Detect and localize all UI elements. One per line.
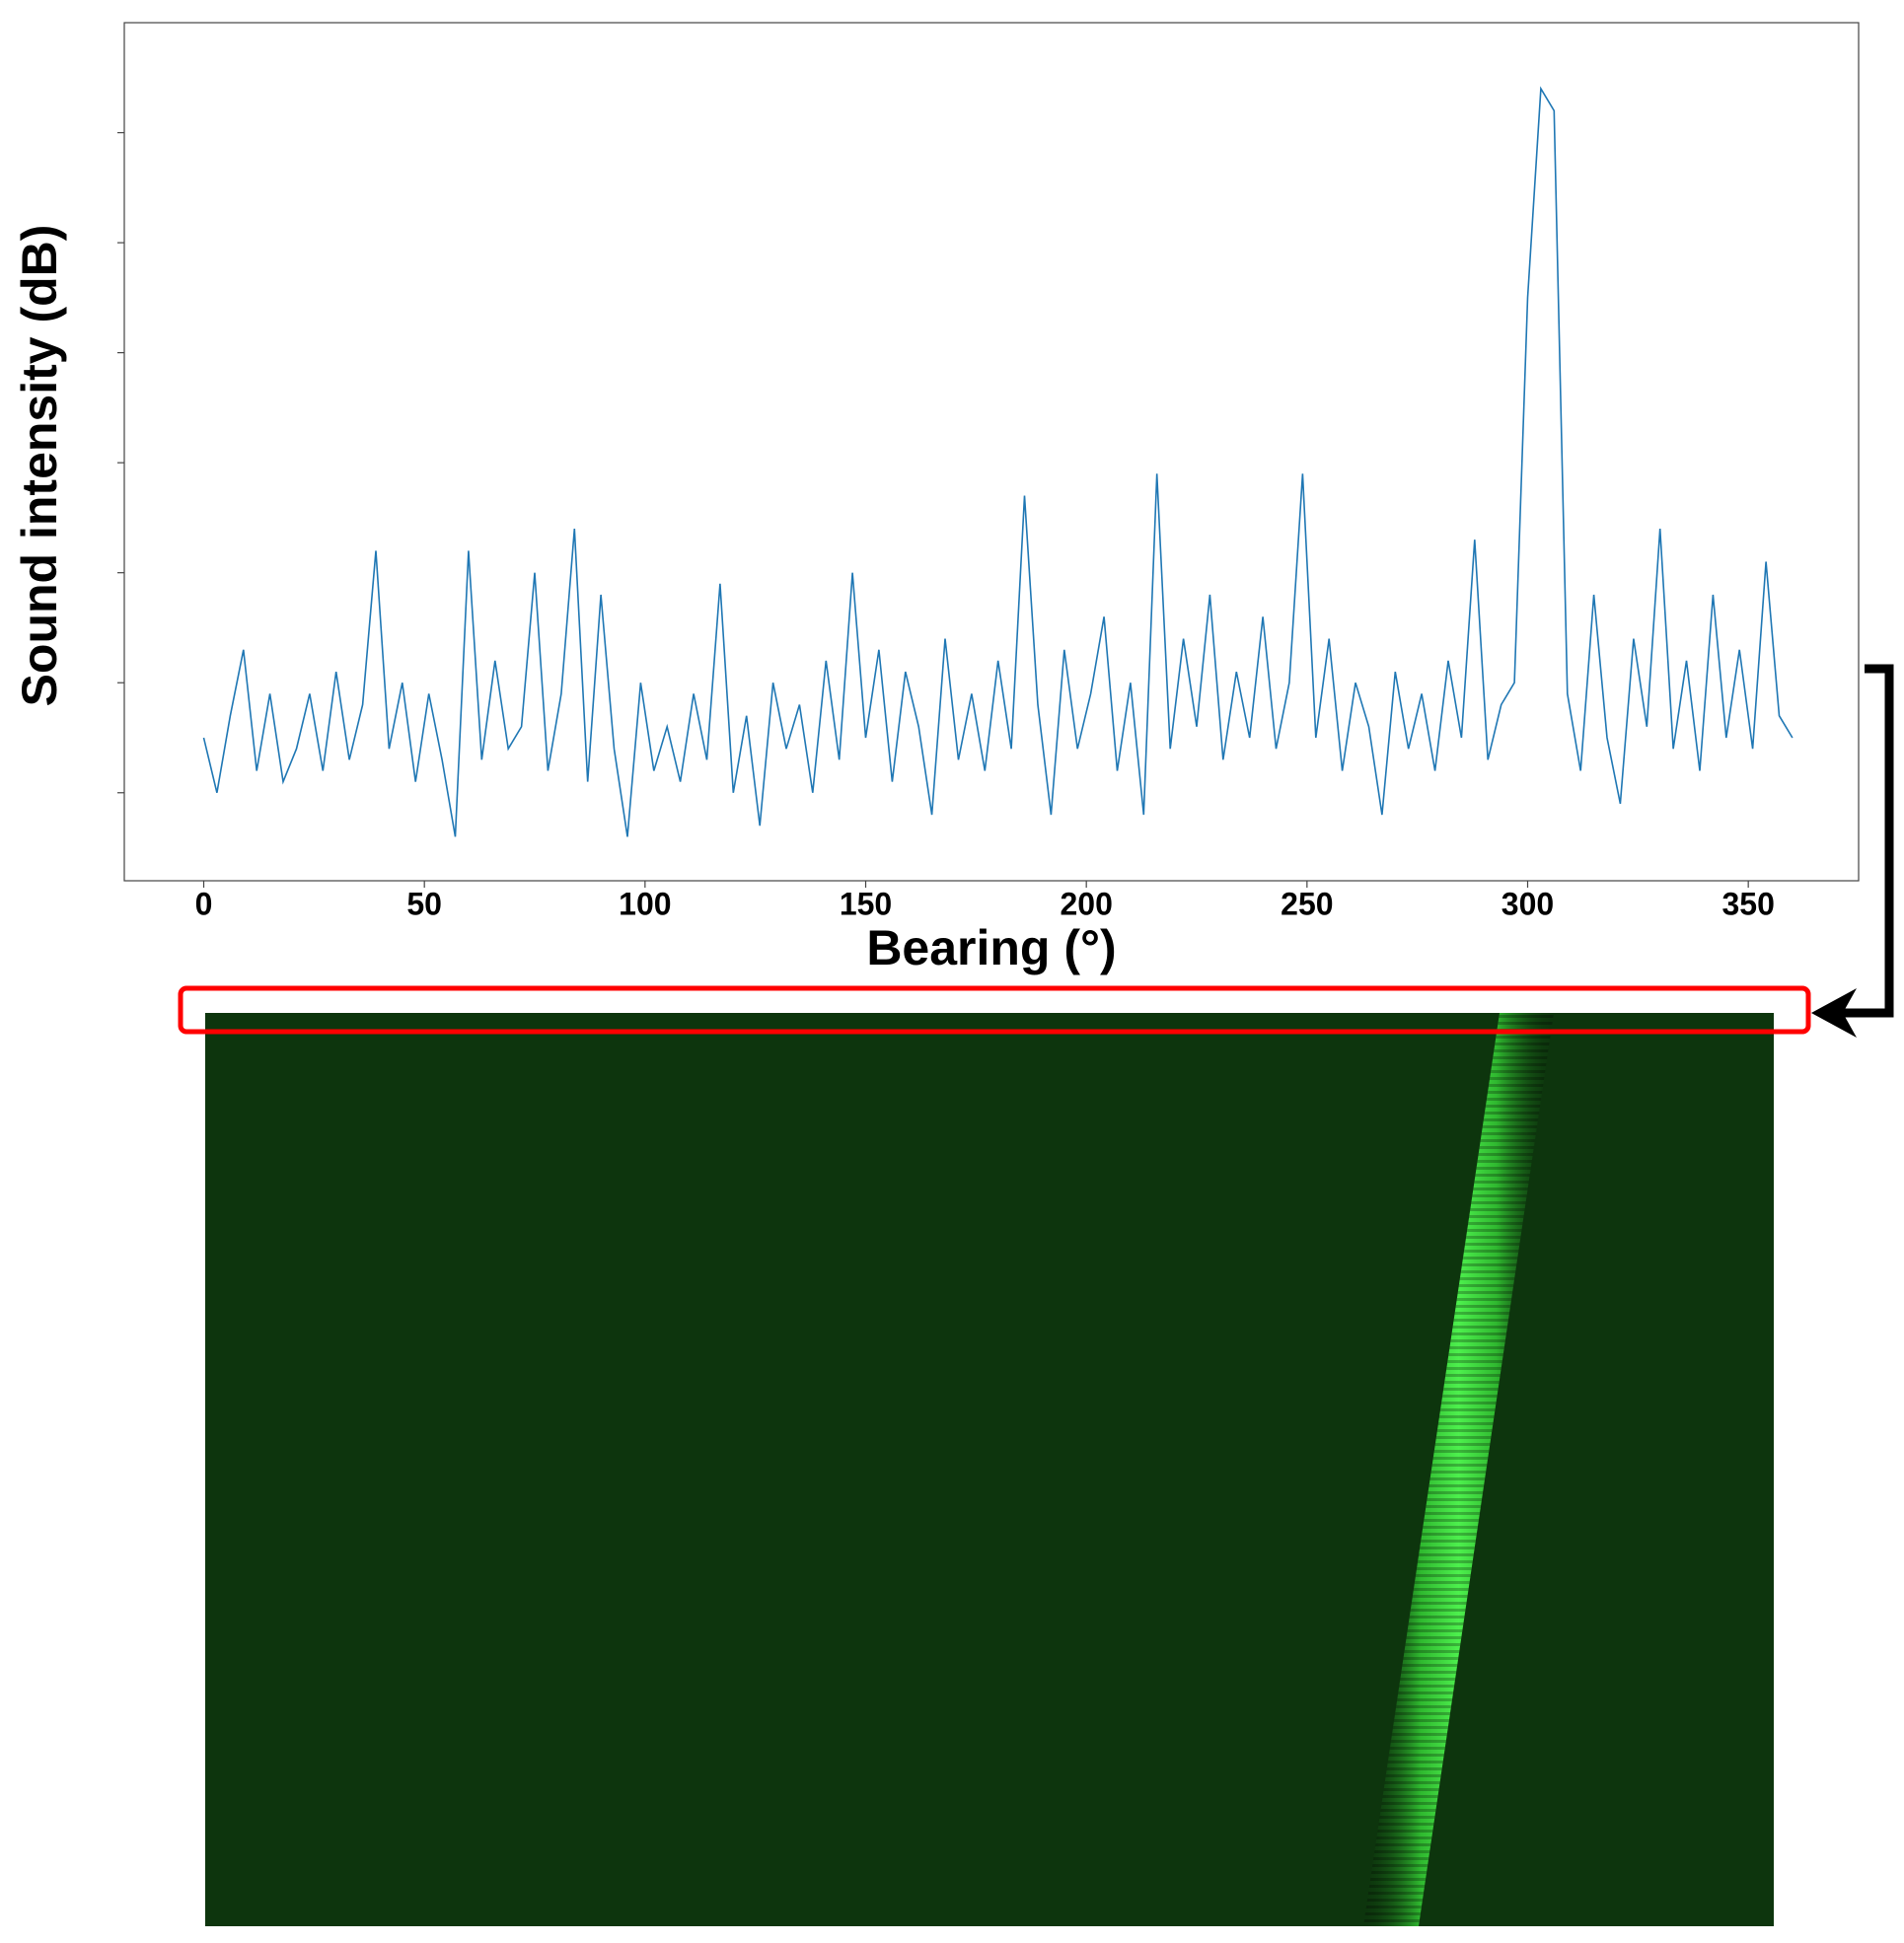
waterfall-background	[205, 1013, 1774, 1926]
plot-frame	[123, 22, 1860, 882]
x-tick-label: 0	[195, 886, 213, 921]
track-texture	[1363, 1013, 1554, 1926]
waterfall	[205, 1013, 1774, 1926]
x-tick-label: 250	[1281, 886, 1333, 921]
data-line	[202, 86, 1794, 837]
y-axis-label: Sound intensity (dB)	[12, 225, 67, 707]
highlight-box	[178, 985, 1811, 1035]
x-tick-label: 200	[1060, 886, 1112, 921]
x-tick-label: 100	[619, 886, 671, 921]
x-tick-label: 350	[1721, 886, 1774, 921]
x-tick-label: 150	[840, 886, 892, 921]
x-tick-label: 300	[1501, 886, 1554, 921]
x-axis-label: Bearing (°)	[866, 920, 1116, 975]
bracket-arrow	[1840, 664, 1894, 1018]
x-tick-label: 50	[406, 886, 442, 921]
arrow-head	[1811, 988, 1857, 1038]
